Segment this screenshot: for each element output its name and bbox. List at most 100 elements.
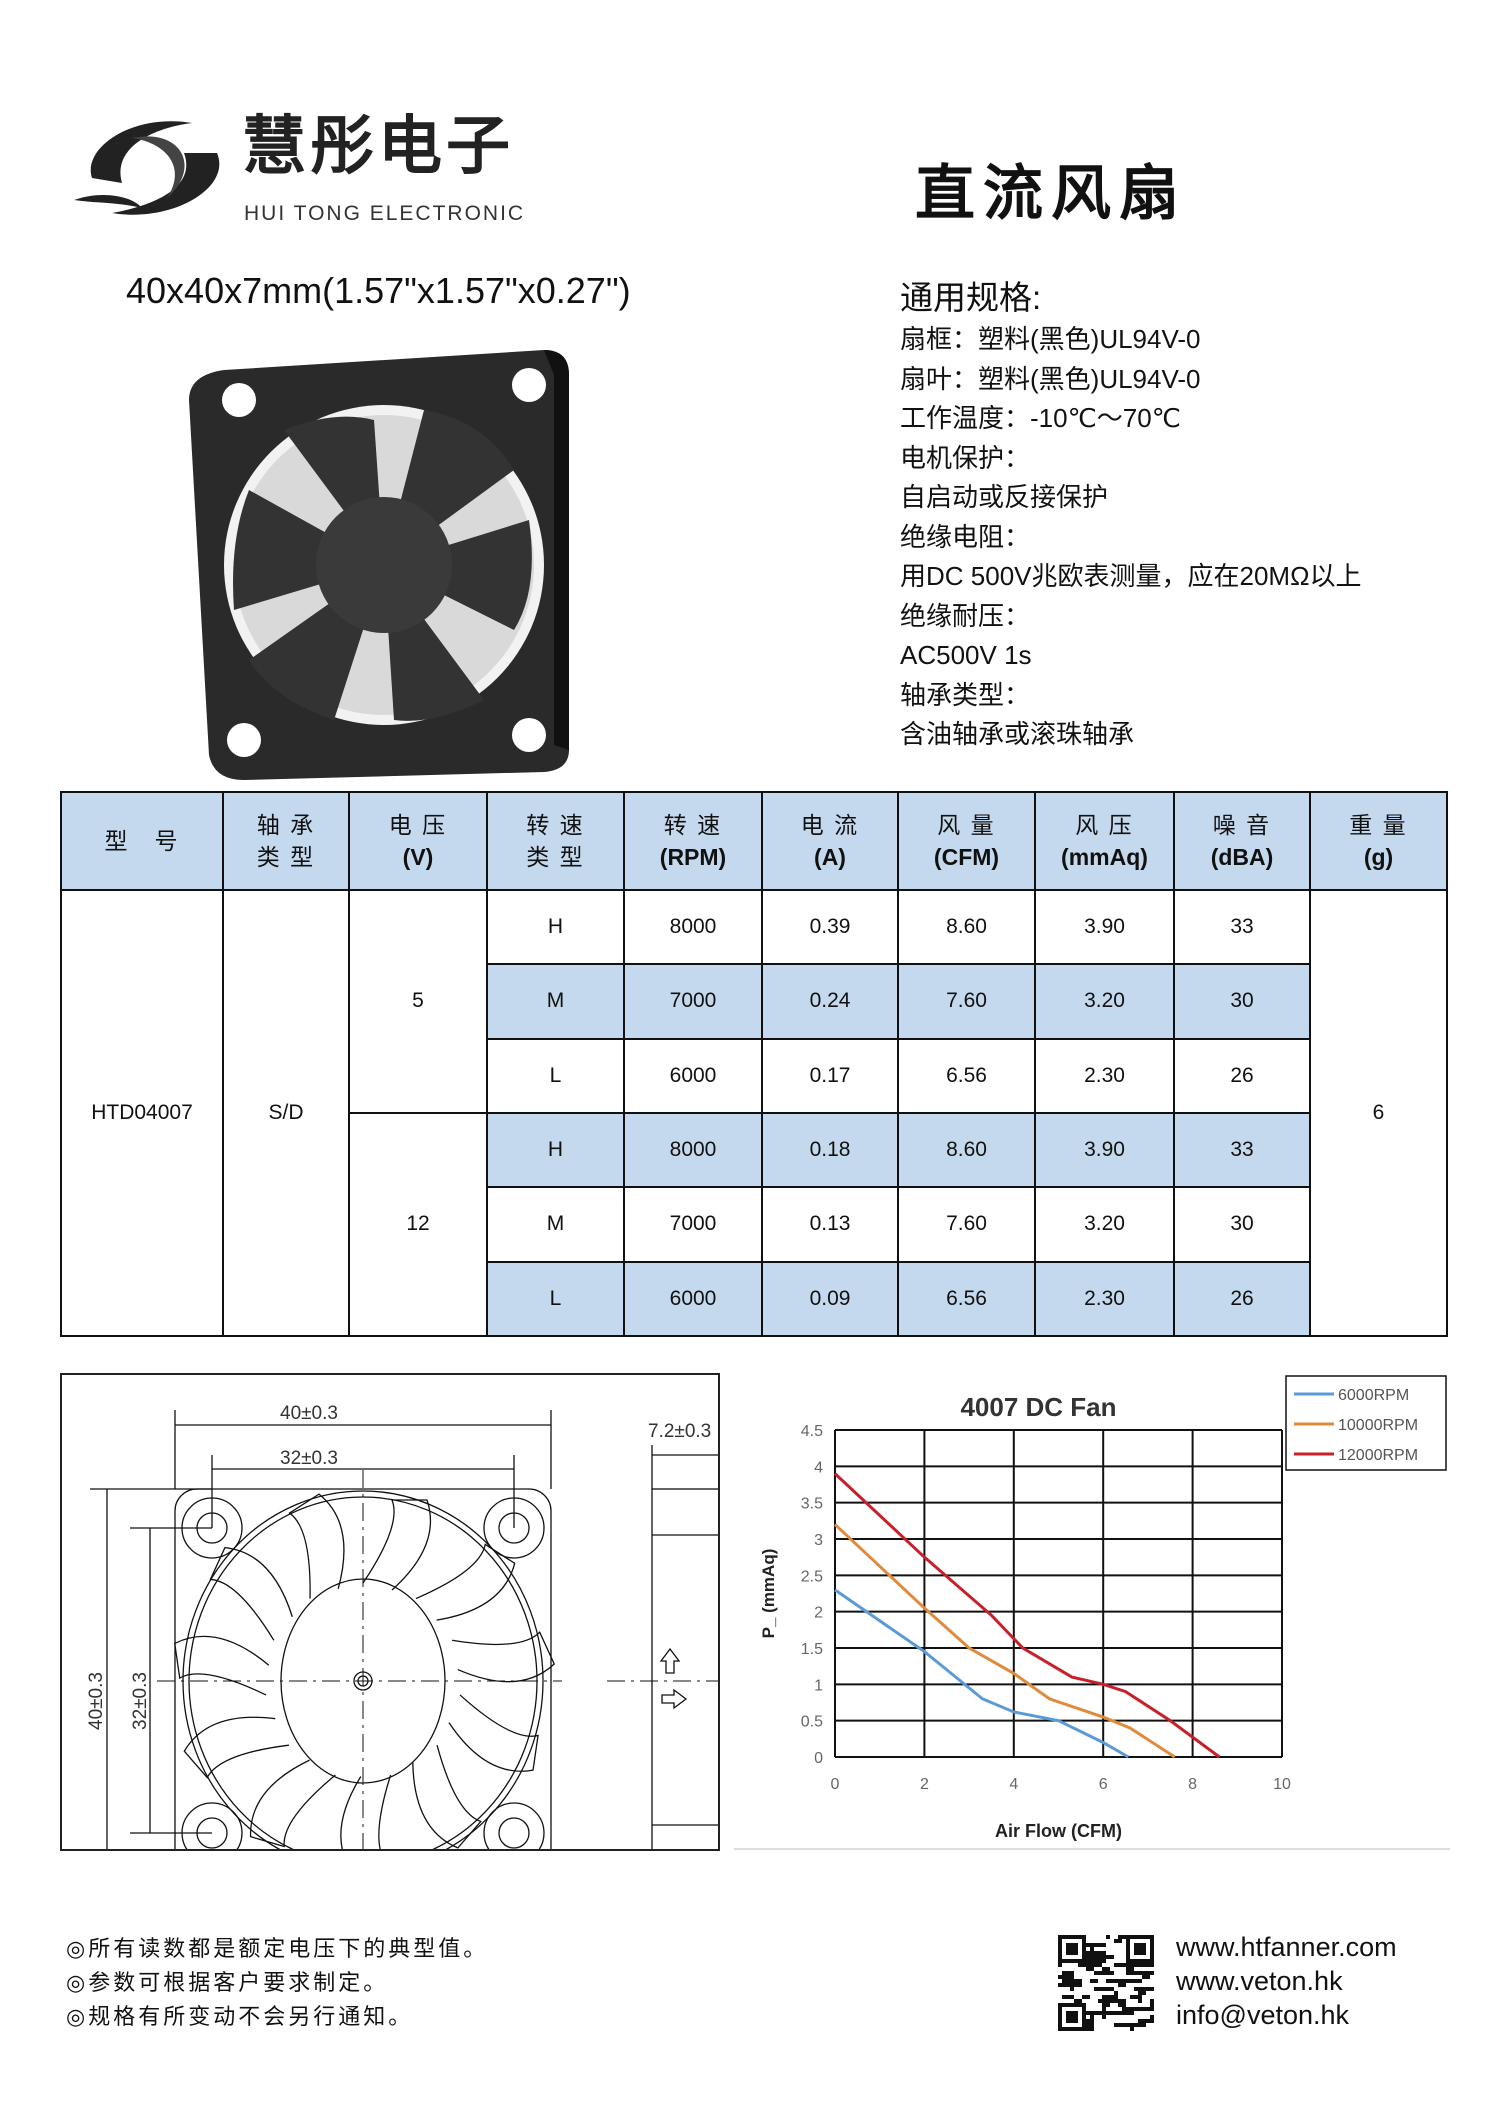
dimension-drawing: 40±0.3 32±0.3 7.2±0.3 40±0.3 32±0.3 [60, 1373, 721, 1890]
qr-module [1086, 1955, 1090, 1959]
spec-line: 轴承类型： [900, 679, 1031, 710]
qr-module [1070, 2011, 1074, 2015]
qr-module [1074, 2019, 1078, 2023]
qr-module [1138, 1995, 1142, 1999]
qr-code-icon[interactable] [1058, 1934, 1154, 2032]
qr-module [1070, 1935, 1074, 1939]
qr-module [1150, 1943, 1154, 1947]
qr-module [1086, 2023, 1090, 2027]
qr-module [1098, 1963, 1102, 1967]
qr-module [1110, 1987, 1114, 1991]
qr-module [1118, 2011, 1122, 2015]
cell-cfm: 6.56 [897, 1037, 1036, 1114]
qr-module [1126, 1971, 1130, 1975]
qr-module [1098, 1987, 1102, 1991]
qr-module [1122, 2023, 1126, 2027]
qr-module [1058, 2023, 1062, 2027]
qr-module [1146, 1971, 1150, 1975]
qr-module [1134, 1943, 1138, 1947]
qr-module [1134, 1959, 1138, 1963]
cell-dba: 30 [1173, 963, 1311, 1040]
header-label: 轴 承 类 型 [256, 812, 316, 870]
qr-module [1066, 2019, 1070, 2023]
fan-blade-outline [415, 1543, 516, 1621]
qr-module [1066, 1943, 1070, 1947]
chart-svg: 0 0.5 1 1.5 2 2.5 3 3.5 4 4.5 0 2 4 6 8 10 4007 DC Fan Ai… [759, 1375, 1447, 1841]
qr-module [1118, 1935, 1122, 1939]
qr-module [1130, 1967, 1134, 1971]
website-link-2[interactable]: www.veton.hk [1176, 1966, 1343, 1996]
qr-module [1066, 1951, 1070, 1955]
qr-module [1058, 1975, 1062, 1979]
website-link[interactable]: www.htfanner.com [1176, 1932, 1397, 1962]
qr-module [1126, 1967, 1130, 1971]
specs-heading: 通用规格: [900, 279, 1042, 316]
spec-line: AC500V 1s [900, 640, 1032, 670]
column-header: 型 号 [60, 791, 224, 891]
qr-module [1130, 1971, 1134, 1975]
fan-blade-outline [362, 1499, 431, 1591]
qr-module [1110, 1995, 1114, 1999]
qr-module [1082, 1935, 1086, 1939]
qr-module [1142, 1987, 1146, 1991]
qr-module [1122, 1983, 1126, 1987]
cell-dba: 30 [1173, 1186, 1311, 1263]
qr-module [1074, 1951, 1078, 1955]
legend-label: 6000RPM [1338, 1387, 1409, 1404]
qr-module [1122, 1979, 1126, 1983]
qr-module [1146, 2019, 1150, 2023]
cell-mmaq: 3.90 [1034, 1111, 1175, 1189]
cell-current: 0.13 [761, 1186, 899, 1263]
qr-module [1070, 2003, 1074, 2007]
qr-module [1062, 2027, 1066, 2031]
y-tick-label: 1.5 [801, 1641, 823, 1658]
qr-module [1070, 1947, 1074, 1951]
series-line-10000RPM [833, 1523, 1176, 1759]
cell-rpm: 6000 [623, 1260, 763, 1338]
cell-voltage: 12 [348, 1111, 488, 1338]
y-tick-label: 4 [814, 1459, 823, 1476]
legend-label: 12000RPM [1338, 1447, 1418, 1464]
qr-module [1150, 1935, 1154, 1939]
qr-module [1066, 2015, 1070, 2019]
qr-module [1150, 1971, 1154, 1975]
qr-module [1094, 1959, 1098, 1963]
qr-module [1130, 2023, 1134, 2027]
qr-module [1074, 1935, 1078, 1939]
qr-module [1066, 2011, 1070, 2015]
qr-module [1114, 1991, 1118, 1995]
cell-type: L [486, 1260, 625, 1338]
column-header: 轴 承 类 型 [222, 791, 350, 891]
qr-module [1090, 2023, 1094, 2027]
header-unit: (mmAq) [1061, 844, 1148, 870]
logo-en: HUI TONG ELECTRONIC [244, 202, 526, 225]
email-link[interactable]: info@veton.hk [1176, 2000, 1350, 2030]
cell-weight: 6 [1309, 889, 1448, 1337]
chart-title: 4007 DC Fan [960, 1392, 1116, 1422]
qr-module [1074, 2027, 1078, 2031]
qr-module [1090, 2011, 1094, 2015]
qr-module [1058, 2015, 1062, 2019]
qr-module [1126, 1935, 1130, 1939]
qr-module [1066, 1935, 1070, 1939]
qr-module [1082, 1955, 1086, 1959]
cell-voltage: 5 [348, 889, 488, 1114]
qr-module [1110, 1955, 1114, 1959]
qr-module [1074, 1999, 1078, 2003]
qr-module [1102, 1943, 1106, 1947]
header-label: 型 号 [104, 828, 180, 854]
qr-module [1102, 1995, 1106, 1999]
qr-module [1130, 1979, 1134, 1983]
qr-module [1074, 2015, 1078, 2019]
page-title: 直流风扇 [915, 159, 1187, 229]
qr-module [1090, 1963, 1094, 1967]
qr-module [1078, 1959, 1082, 1963]
table-row: 12 H 8000 0.18 8.60 3.90 33 [61, 1111, 1447, 1338]
qr-module [1138, 1963, 1142, 1967]
qr-module [1066, 1971, 1070, 1975]
qr-module [1130, 2011, 1134, 2015]
qr-module [1102, 2007, 1106, 2011]
y-tick-label: 0 [814, 1750, 823, 1767]
legend-label: 10000RPM [1338, 1417, 1418, 1434]
